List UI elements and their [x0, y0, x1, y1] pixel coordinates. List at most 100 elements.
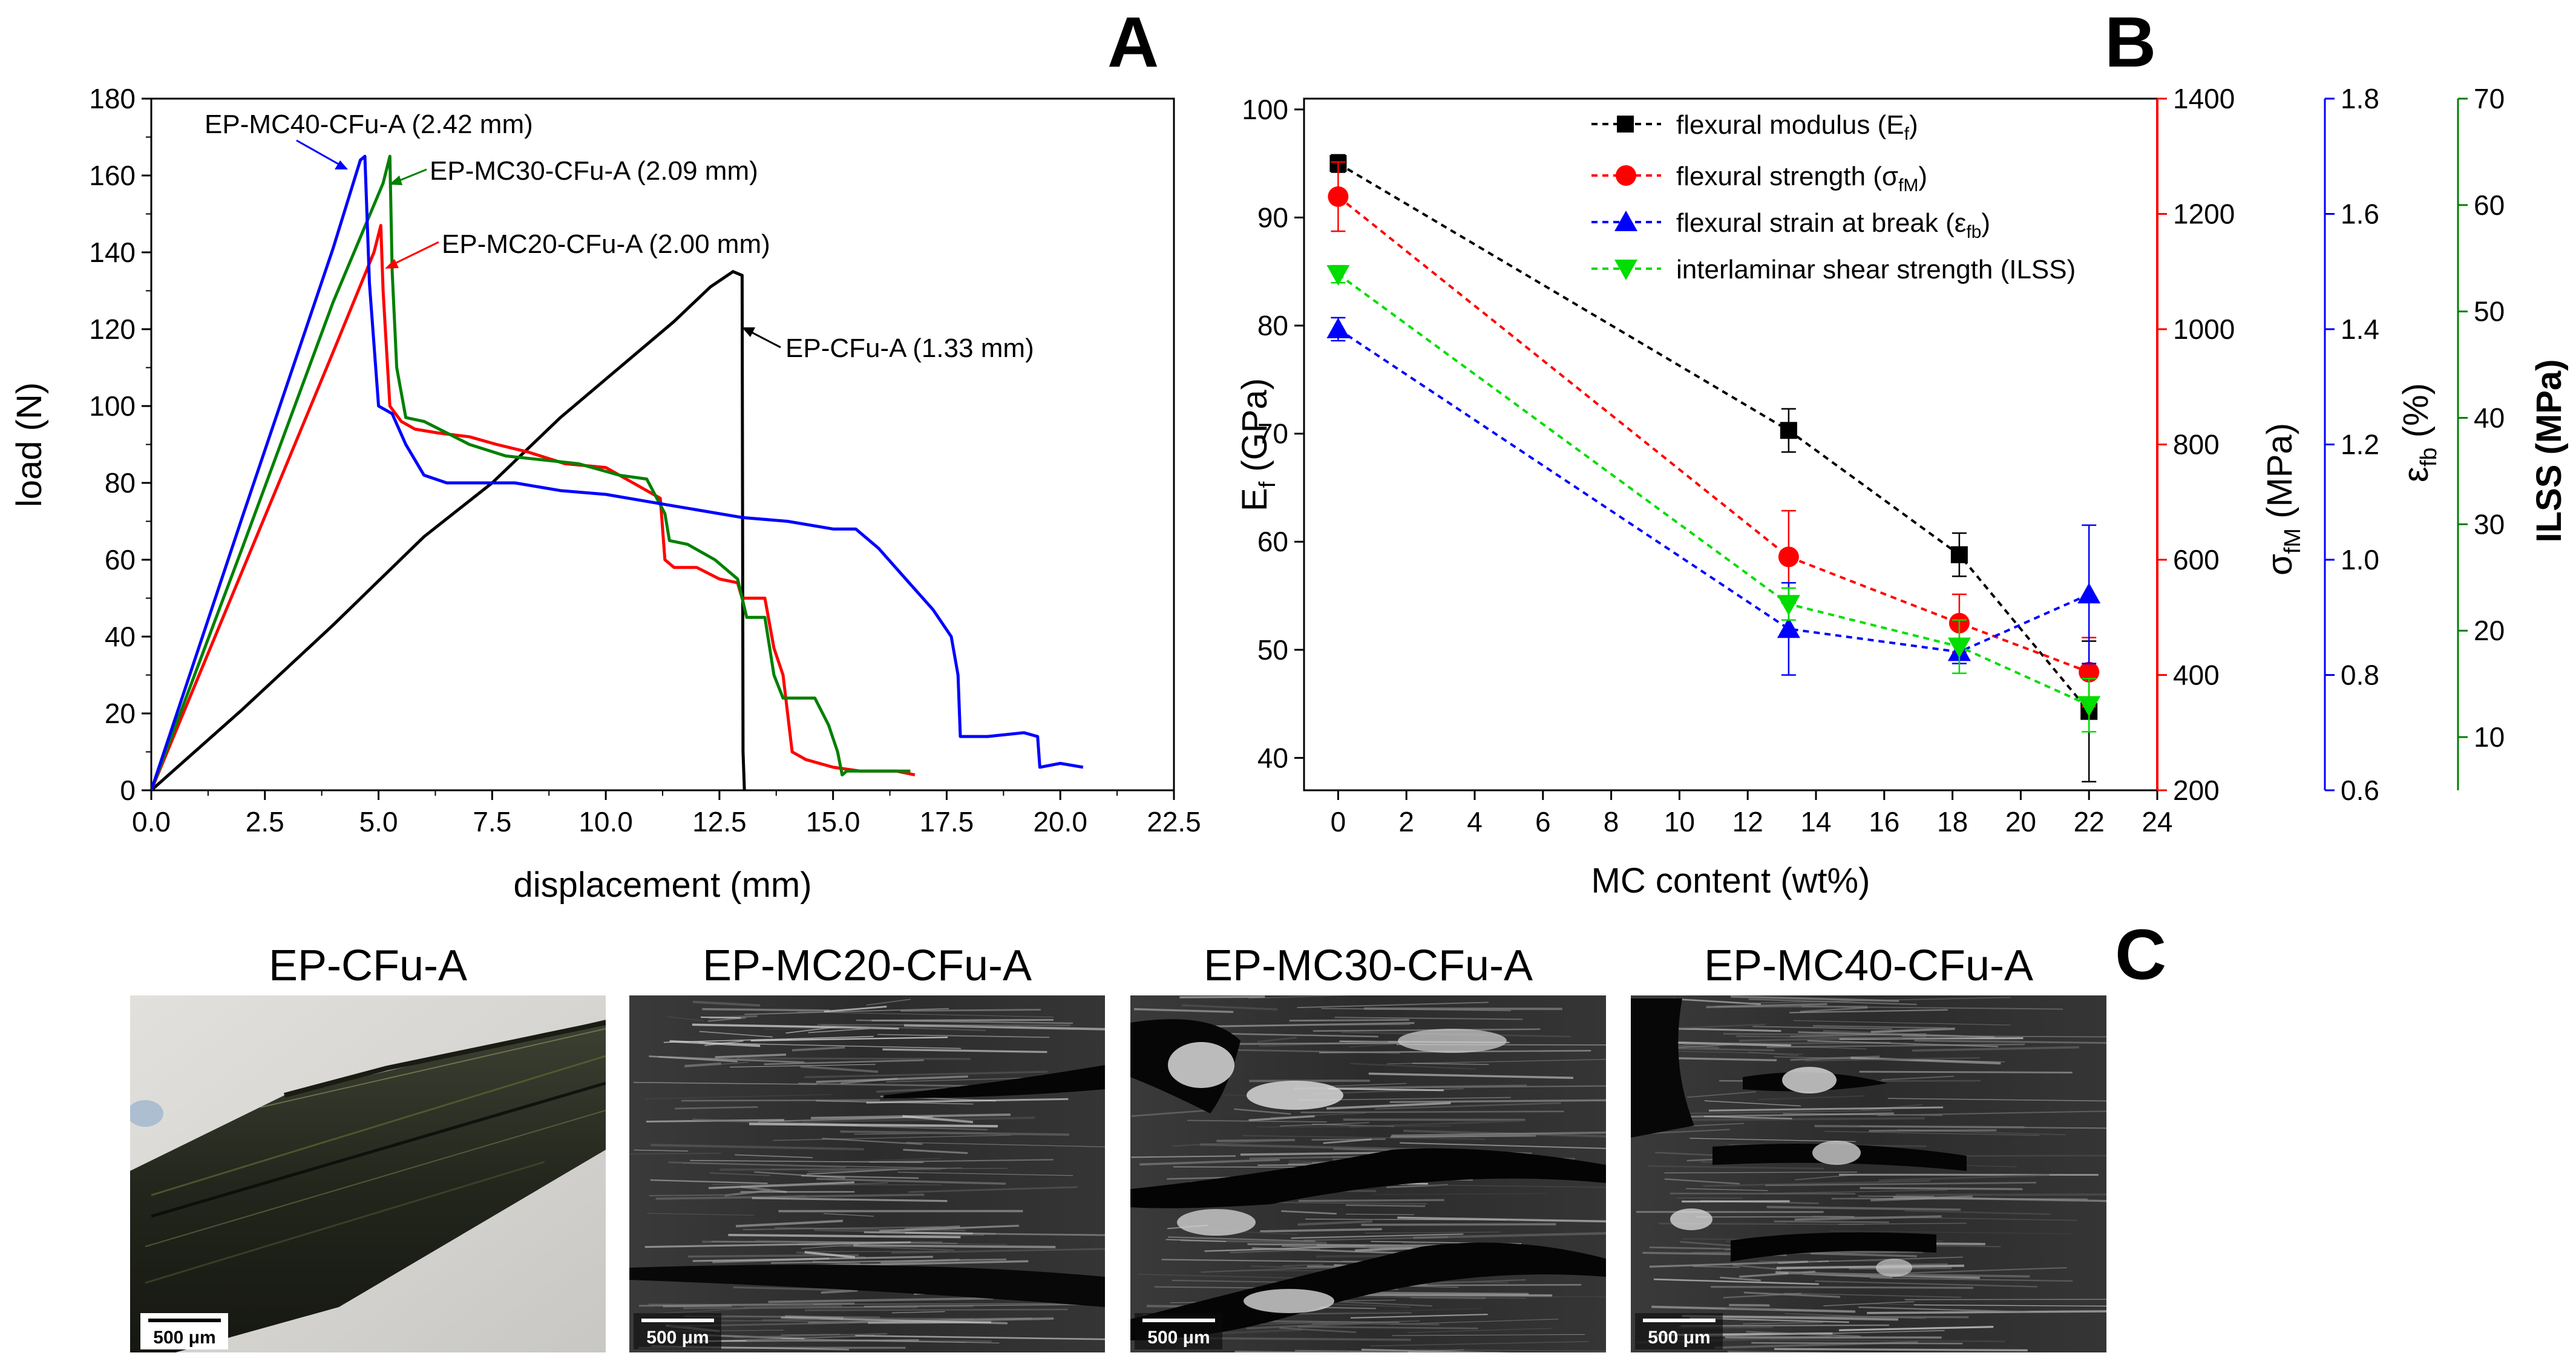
fiber-streak — [1912, 1046, 2079, 1052]
fiber-streak — [651, 1144, 864, 1151]
y-tick-label: 40 — [1257, 742, 1288, 773]
fiber-streak — [807, 1168, 899, 1175]
fiber-streak — [1391, 1131, 1606, 1137]
fiber-streak — [1765, 1181, 2037, 1187]
data-point — [1950, 546, 1968, 563]
fiber-streak — [1758, 1260, 1906, 1262]
fiber-streak — [1676, 1023, 1766, 1029]
y-axis-title-b-right1: σfM (MPa) — [2260, 423, 2306, 575]
fiber-streak — [1201, 1266, 1349, 1273]
data-point — [1777, 617, 1800, 638]
y-tick-label: 90 — [1257, 202, 1288, 233]
fiber-streak — [1914, 1040, 2106, 1044]
micrograph-ep-cfu-a: EP-CFu-A 500 μm — [130, 942, 606, 1352]
fiber-streak — [1139, 1158, 1280, 1166]
legend-marker-modulus — [1617, 116, 1634, 133]
fiber-streak — [644, 1241, 911, 1248]
fiber-streak — [1649, 1260, 1808, 1268]
fiber-streak — [1199, 1143, 1423, 1151]
fiber-streak — [1702, 1329, 1945, 1337]
annotation-arrow-mc40 — [296, 139, 344, 168]
legend-label-strength: flexural strength (σfM) — [1676, 162, 1927, 195]
fiber-streak — [730, 1064, 876, 1067]
fiber-streak — [1234, 1351, 1381, 1352]
micrograph-ep-mc40-cfu-a: EP-MC40-CFu-A 500 μm — [1631, 942, 2106, 1352]
fiber-streak — [1260, 1228, 1382, 1233]
y-tick-label: 1.6 — [2341, 198, 2379, 230]
fiber-streak — [1365, 1231, 1501, 1234]
data-point — [2077, 583, 2101, 604]
fiber-streak — [1766, 1205, 1961, 1211]
legend-label-strain: flexural strain at break (εfb) — [1676, 208, 1990, 242]
legend-marker-strain — [1614, 211, 1637, 231]
fiber-streak — [702, 1008, 830, 1012]
fiber-streak — [1413, 1232, 1606, 1239]
x-tick-label: 8 — [1604, 806, 1619, 837]
fiber-streak — [1242, 1135, 1486, 1140]
fiber-streak — [1281, 1210, 1337, 1215]
fiber-streak — [1662, 1117, 1925, 1121]
fiber-streak — [801, 1244, 859, 1249]
fiber-streak — [733, 1286, 849, 1291]
scale-bar-label: 500 μm — [1648, 1328, 1710, 1348]
fiber-streak — [1664, 1172, 1857, 1174]
fiber-streak — [906, 1142, 1105, 1147]
fiber-streak — [1746, 1331, 1861, 1337]
series-markers-b — [1326, 154, 2101, 782]
y-axis-ticks-a: 0 20 40 60 80 100 120 140 160 180 — [89, 83, 151, 806]
fiber-streak — [1693, 1266, 1740, 1268]
fiber-streak — [1867, 1310, 2106, 1314]
fiber-streak — [1181, 1004, 1278, 1011]
fiber-streak — [1823, 1301, 1915, 1306]
y-axis-ticks-b: 40 50 60 70 80 90 100 200 400 600 800 1000 1200 1400 0… — [1242, 83, 2505, 806]
fiber-streak — [876, 1087, 947, 1093]
fiber-streak — [798, 1244, 954, 1251]
fiber-streak — [764, 1025, 1020, 1030]
fiber-streak — [768, 1297, 994, 1303]
fiber-streak — [1303, 1236, 1448, 1242]
fiber-streak — [758, 1116, 933, 1123]
y-tick-label: 1400 — [2173, 83, 2235, 114]
fiber-streak — [866, 998, 911, 1006]
fiber-streak — [1760, 1035, 2017, 1041]
panel-letter-a: A — [1107, 2, 1159, 82]
fiber-streak — [1858, 1306, 2029, 1313]
fiber-streak — [1788, 1272, 2030, 1278]
x-tick-label: 12 — [1732, 806, 1763, 837]
fiber-streak — [840, 1130, 1069, 1136]
fiber-streak — [1361, 1348, 1511, 1352]
fiber-streak — [1349, 1042, 1407, 1048]
series-lines-a — [151, 154, 1084, 790]
series-line-3 — [1337, 273, 2090, 707]
fiber-streak — [1297, 1001, 1489, 1009]
y-tick-label: 60 — [105, 544, 136, 575]
fiber-streak — [1216, 1138, 1295, 1142]
fiber-streak — [1893, 1196, 2106, 1202]
fiber-streak — [1168, 1236, 1316, 1242]
micrograph-ep-mc30-cfu-a: EP-MC30-CFu-A 500 μm — [1130, 942, 1606, 1352]
fiber-streak — [822, 1138, 923, 1145]
fiber-streak — [650, 1179, 768, 1184]
fiber-streak — [644, 1093, 833, 1100]
fiber-streak — [749, 1123, 998, 1128]
fiber-streak — [742, 1226, 941, 1230]
fiber-streak — [692, 1256, 933, 1262]
micrograph-title: EP-MC40-CFu-A — [1704, 942, 2033, 990]
fiber-streak — [781, 1338, 1000, 1343]
fiber-streak — [681, 1099, 880, 1102]
fiber-streak — [655, 1193, 925, 1200]
legend-label-modulus: flexural modulus (Ef) — [1676, 110, 1918, 144]
fiber-streak — [1878, 1173, 2050, 1182]
fiber-streak — [1748, 998, 1917, 1006]
fiber-streak — [638, 1302, 854, 1307]
fiber-streak — [1804, 1057, 1981, 1062]
data-point — [1777, 595, 1800, 616]
x-tick-label: 6 — [1535, 806, 1551, 837]
fiber-streak — [866, 1098, 1069, 1104]
fiber-streak — [750, 1037, 948, 1041]
fiber-streak — [1703, 1180, 1930, 1187]
fiber-streak — [1230, 1248, 1320, 1254]
fiber-texture — [1632, 995, 2106, 1352]
fiber-streak — [1172, 1139, 1286, 1147]
fiber-streak — [1729, 1303, 1770, 1307]
